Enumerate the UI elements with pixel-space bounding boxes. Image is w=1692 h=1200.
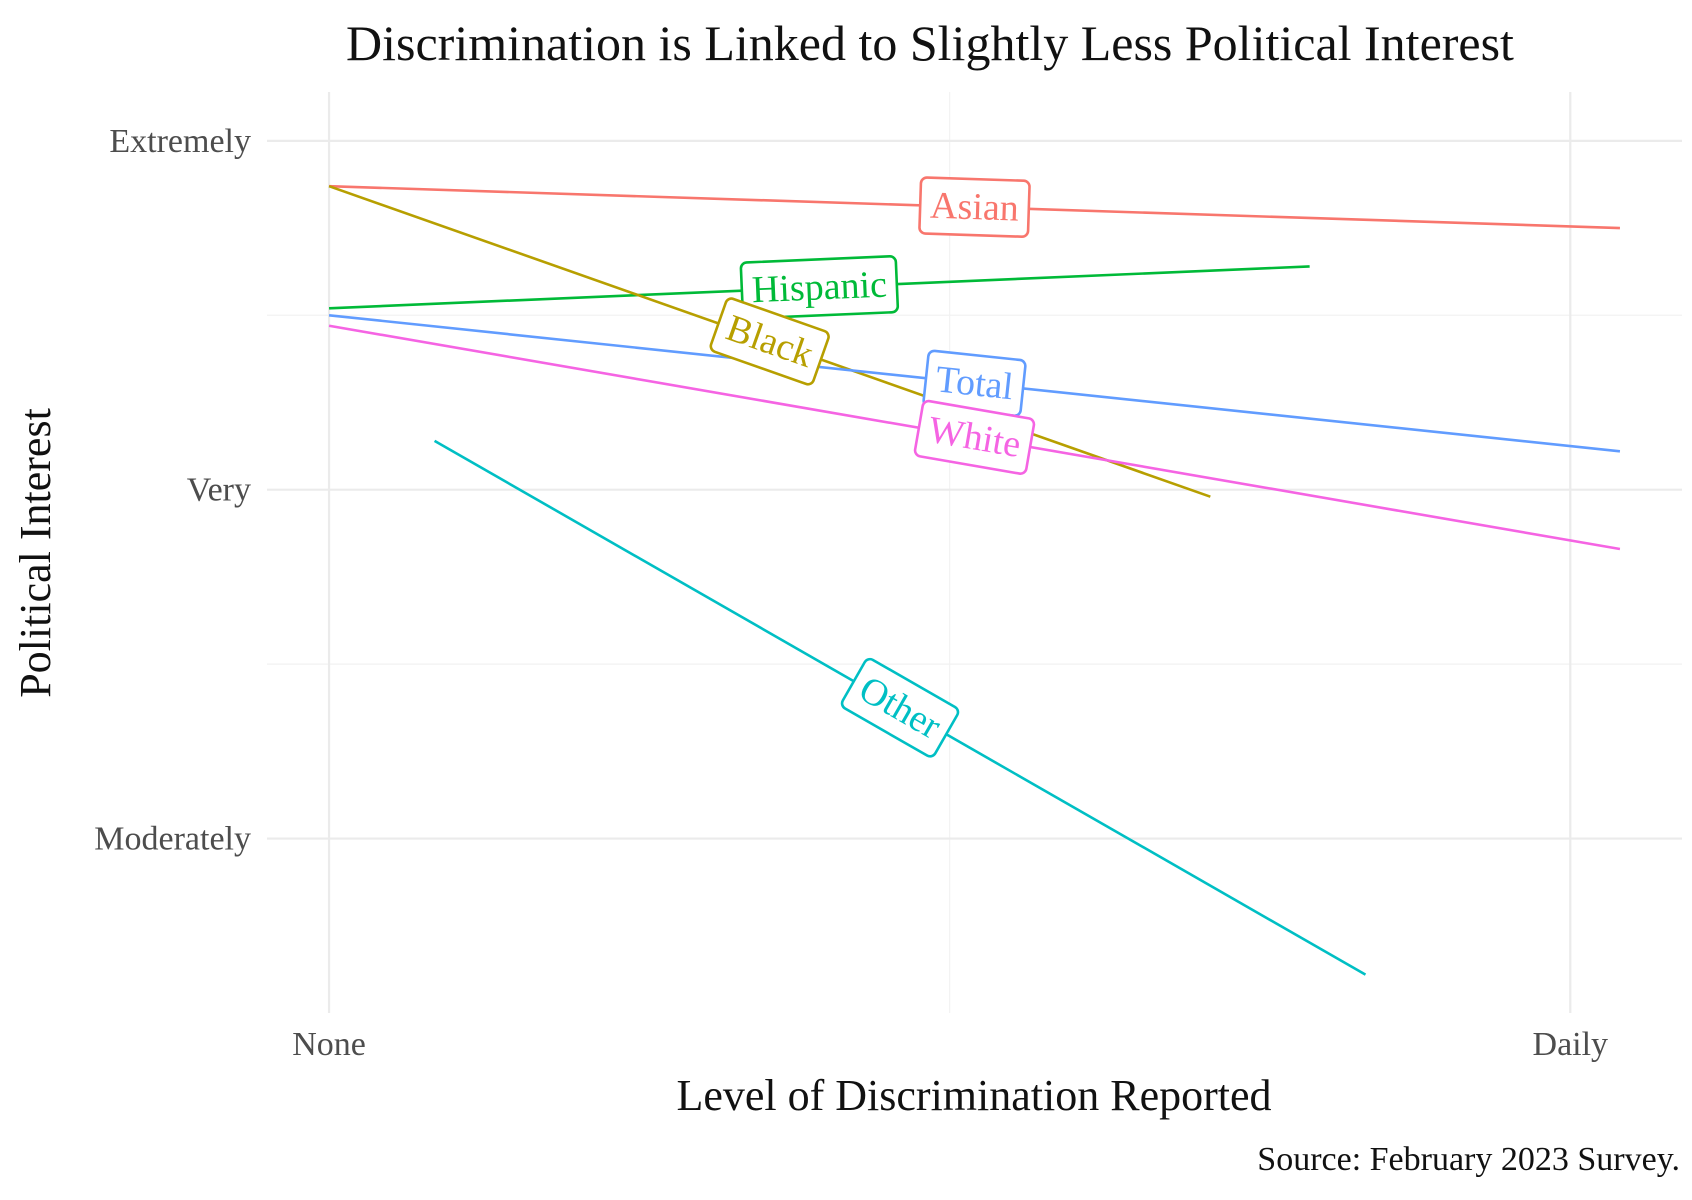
y-tick-label: Very — [187, 472, 251, 509]
source-caption: Source: February 2023 Survey. — [1257, 1141, 1680, 1178]
series-label-other: Other — [840, 657, 960, 758]
x-tick-label: None — [292, 1026, 366, 1063]
x-axis-title: Level of Discrimination Reported — [676, 1071, 1271, 1120]
series-label-box — [709, 297, 830, 386]
series-label-total: Total — [922, 349, 1027, 417]
series-label-asian: Asian — [918, 176, 1031, 238]
series-label-hispanic: Hispanic — [739, 255, 900, 320]
chart-title: Discrimination is Linked to Slightly Les… — [346, 15, 1514, 71]
series-label-text: Total — [934, 358, 1016, 408]
series-lines — [328, 184, 1621, 976]
series-label-text: Hispanic — [751, 264, 888, 312]
x-tick-label: Daily — [1533, 1026, 1609, 1063]
series-label-box — [840, 657, 960, 758]
axis-tick-labels: None Daily Moderately Very Extremely — [94, 123, 1608, 1063]
series-label-box — [739, 255, 900, 320]
series-label-box — [918, 176, 1031, 238]
gridlines — [267, 92, 1682, 1013]
y-tick-label: Moderately — [94, 821, 251, 858]
series-label-text: Asian — [930, 185, 1020, 230]
series-label-white: White — [913, 399, 1036, 475]
y-tick-label: Extremely — [109, 123, 251, 160]
y-axis-title: Political Interest — [11, 408, 60, 698]
series-label-box — [913, 399, 1036, 475]
